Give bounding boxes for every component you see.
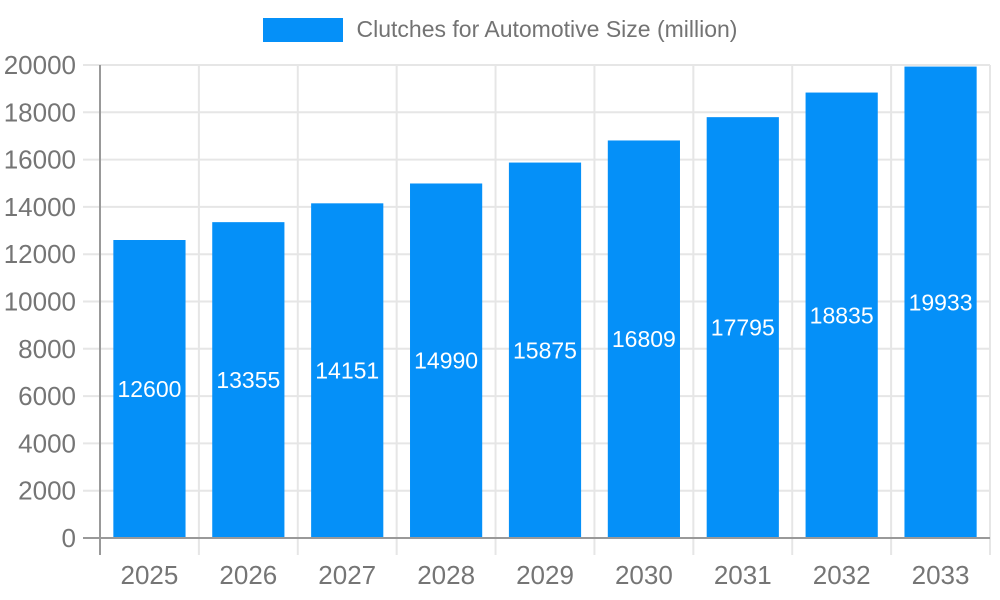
x-tick-label: 2026 [219,560,277,590]
x-tick-label: 2030 [615,560,673,590]
bar-2033 [904,66,977,539]
bar-value-label: 15875 [513,337,577,363]
x-tick-label: 2032 [813,560,871,590]
y-tick-label: 20000 [4,50,76,80]
bar-value-label: 13355 [216,367,280,393]
y-tick-label: 12000 [4,239,76,269]
x-tick-label: 2028 [417,560,475,590]
y-tick-label: 2000 [18,476,76,506]
bar-value-label: 18835 [810,302,874,328]
bar-2025 [113,240,186,538]
y-tick-label: 6000 [18,381,76,411]
y-tick-label: 16000 [4,145,76,175]
y-tick-label: 0 [62,523,76,553]
bar-value-label: 14990 [414,348,478,374]
bar-2028 [410,183,483,538]
y-tick-label: 10000 [4,287,76,317]
chart-legend[interactable]: Clutches for Automotive Size (million) [0,16,1000,43]
bar-2026 [212,222,285,539]
y-tick-label: 8000 [18,334,76,364]
legend-swatch [262,17,343,42]
bar-2031 [706,117,779,538]
bar-value-label: 17795 [711,315,775,341]
bar-2032 [805,92,878,539]
y-tick-label: 18000 [4,97,76,127]
x-tick-label: 2031 [714,560,772,590]
x-tick-label: 2025 [121,560,179,590]
legend-label: Clutches for Automotive Size (million) [356,16,738,42]
x-tick-label: 2033 [912,560,970,590]
y-tick-label: 14000 [4,192,76,222]
bar-value-label: 14151 [315,358,379,384]
bar-2029 [508,162,582,538]
bar-2027 [311,203,384,538]
bar-2030 [607,140,680,538]
x-tick-label: 2029 [516,560,574,590]
bar-value-label: 16809 [612,326,676,352]
bar-value-label: 19933 [909,289,973,315]
y-tick-label: 4000 [18,428,76,458]
x-tick-label: 2027 [318,560,376,590]
bar-value-label: 12600 [117,376,181,402]
